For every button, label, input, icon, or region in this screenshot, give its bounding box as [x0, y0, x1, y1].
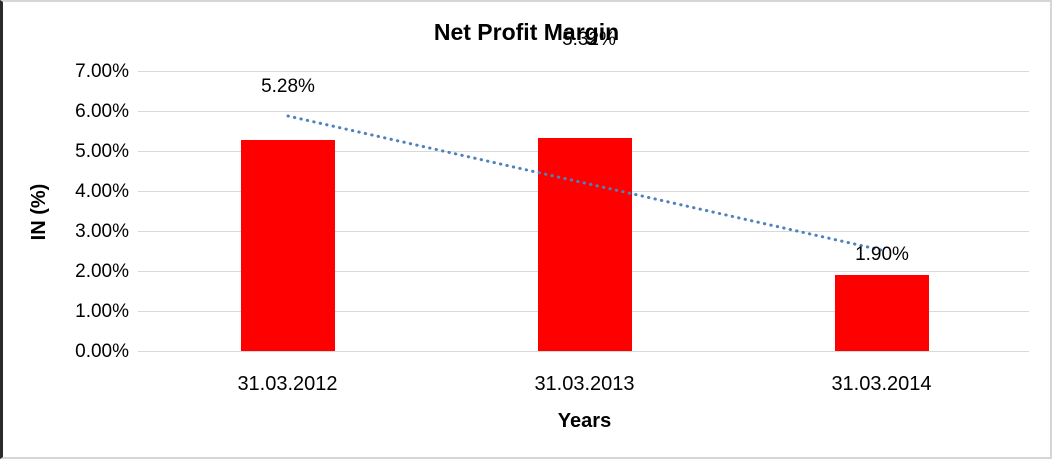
y-axis-tick-label: 4.00%: [75, 181, 129, 202]
y-axis-tick-label: 1.00%: [75, 301, 129, 322]
x-axis-tick-label: 31.03.2012: [237, 373, 338, 395]
y-axis-tick-label: 2.00%: [75, 261, 129, 282]
frame-top-dark-edge: [3, 0, 253, 2]
y-axis-tick-label: 7.00%: [75, 61, 129, 82]
bar-31.03.2013: [537, 138, 632, 351]
x-axis-tick-label: 31.03.2013: [534, 373, 635, 395]
data-label-31.03.2013: 5.32%: [562, 29, 616, 50]
chart-title: Net Profit Margin: [433, 19, 620, 45]
data-label-31.03.2012: 5.28%: [261, 76, 315, 97]
y-axis-tick-label: 3.00%: [75, 221, 129, 242]
y-axis-title: IN (%): [28, 183, 50, 241]
y-axis-tick-label: 0.00%: [75, 341, 129, 362]
data-label-31.03.2014: 1.90%: [855, 244, 909, 265]
gridline: [138, 71, 1029, 72]
bar-31.03.2012: [240, 139, 335, 351]
y-axis-tick-label: 6.00%: [75, 101, 129, 122]
gridline: [138, 351, 1029, 352]
gridline: [138, 111, 1029, 112]
bar-31.03.2014: [834, 275, 929, 351]
x-axis-tick-label: 31.03.2014: [831, 373, 932, 395]
y-axis-tick-label: 5.00%: [75, 141, 129, 162]
x-axis-title: Years: [557, 410, 612, 432]
